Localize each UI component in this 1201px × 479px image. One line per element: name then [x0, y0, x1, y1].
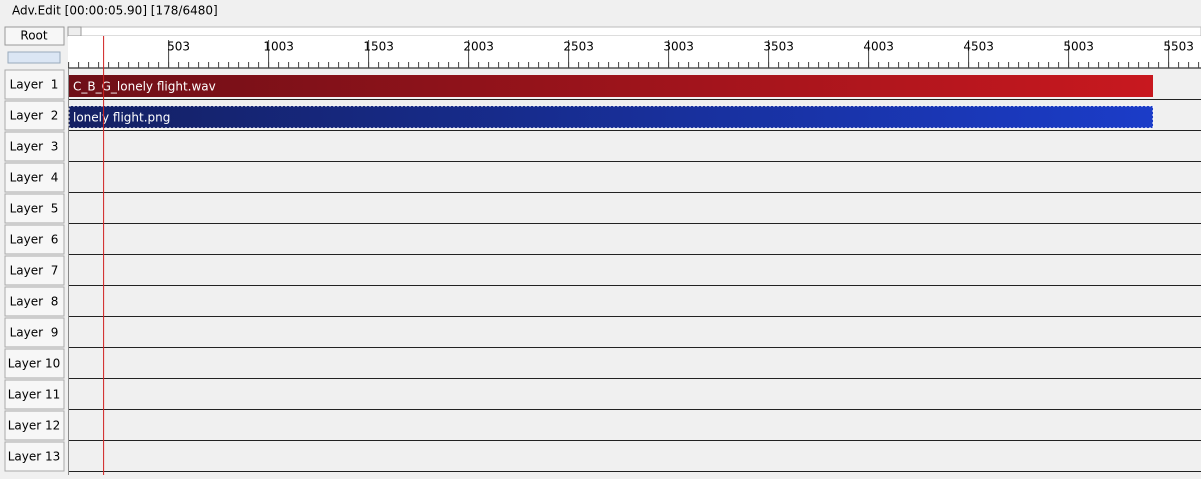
layer-label: Layer 7	[10, 264, 59, 278]
clip[interactable]	[68, 105, 1154, 129]
layer-label: Layer 11	[8, 388, 61, 402]
layer-button[interactable]	[4, 162, 65, 193]
scroll-left[interactable]	[67, 26, 82, 37]
layer-button[interactable]	[4, 193, 65, 224]
ruler	[68, 36, 1201, 68]
ruler-label: 5503	[1163, 40, 1194, 54]
layer-button[interactable]	[4, 69, 65, 100]
layer-label: Layer 4	[10, 171, 59, 185]
zoom-bar[interactable]	[7, 51, 61, 64]
layer-label: Layer 13	[8, 450, 61, 464]
layer-button[interactable]	[4, 131, 65, 162]
ruler-label: 1003	[263, 40, 294, 54]
window-title: Adv.Edit [00:00:05.90] [178/6480]	[12, 4, 218, 18]
layer-button[interactable]	[4, 286, 65, 317]
ruler-label: 5003	[1063, 40, 1094, 54]
root-label: Root	[20, 29, 47, 43]
ruler-label: 4003	[863, 40, 894, 54]
layer-button[interactable]	[4, 100, 65, 131]
layer-button[interactable]	[4, 441, 65, 472]
layer-button[interactable]	[4, 224, 65, 255]
layer-label: Layer 12	[8, 419, 61, 433]
layer-label: Layer 2	[10, 109, 59, 123]
ruler-label: 2003	[463, 40, 494, 54]
ruler-label: 4503	[963, 40, 994, 54]
layer-button[interactable]	[4, 410, 65, 441]
layer-label: Layer 6	[10, 233, 59, 247]
layer-button[interactable]	[4, 255, 65, 286]
layer-label: Layer 5	[10, 202, 59, 216]
layer-label: Layer 9	[10, 326, 59, 340]
layer-label: Layer 10	[8, 357, 61, 371]
root-button[interactable]	[4, 26, 65, 46]
layer-label: Layer 3	[10, 140, 59, 154]
ruler-label: 503	[167, 40, 190, 54]
layer-button[interactable]	[4, 348, 65, 379]
ruler-label: 2503	[563, 40, 594, 54]
layer-button[interactable]	[4, 379, 65, 410]
ruler-label: 1503	[363, 40, 394, 54]
layer-label: Layer 1	[10, 78, 59, 92]
clip[interactable]	[69, 75, 1153, 97]
ruler-label: 3503	[763, 40, 794, 54]
layer-label: Layer 8	[10, 295, 59, 309]
clip-label: lonely flight.png	[73, 111, 170, 125]
layer-button[interactable]	[4, 317, 65, 348]
scrollbar[interactable]	[67, 26, 1201, 37]
clip-label: C_B_G_lonely flight.wav	[73, 80, 216, 94]
ruler-label: 3003	[663, 40, 694, 54]
